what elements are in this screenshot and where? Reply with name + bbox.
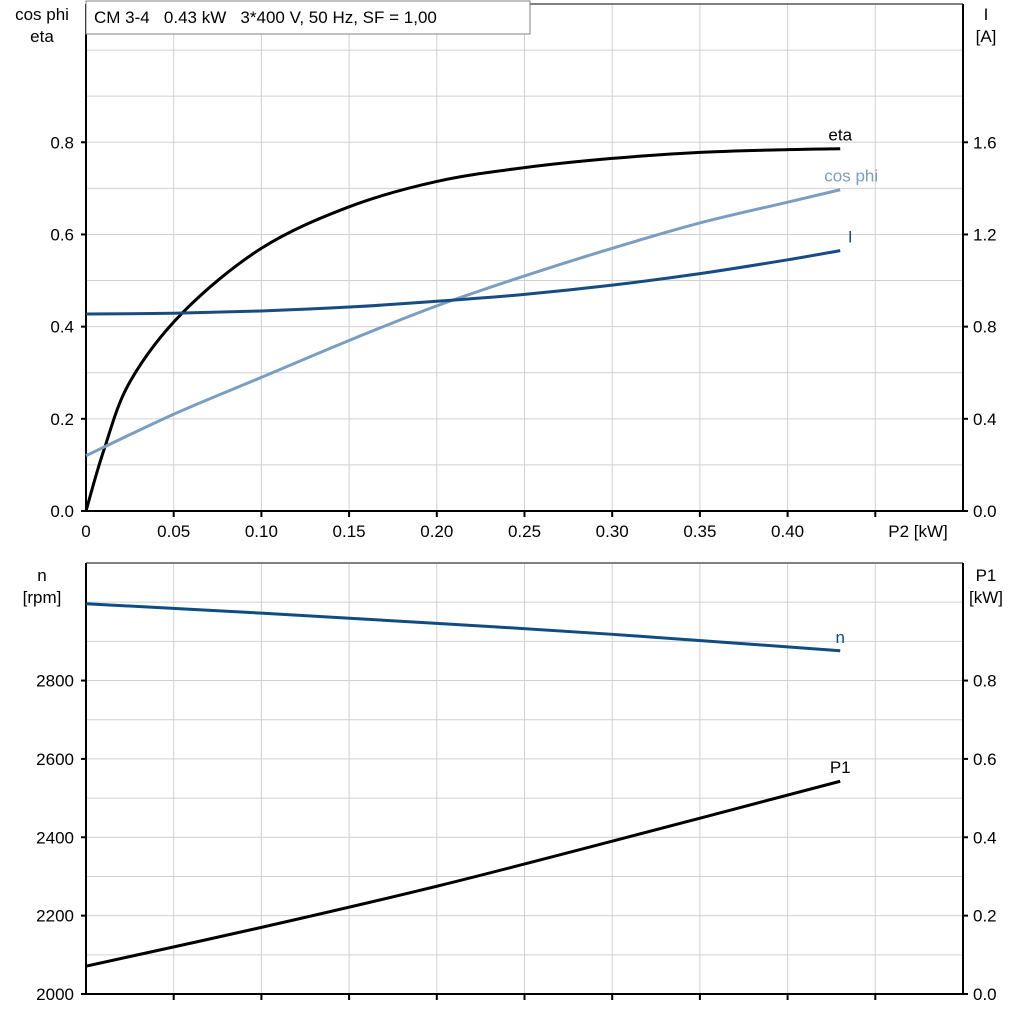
- y-tick-label-left: 0.8: [50, 133, 74, 152]
- x-tick-label: 0: [81, 522, 90, 541]
- x-tick-label: 0.25: [508, 522, 541, 541]
- x-axis-title: P2 [kW]: [888, 522, 948, 541]
- y-tick-label-left: 0.2: [50, 410, 74, 429]
- y-tick-label-right: 0.4: [973, 410, 997, 429]
- y-tick-label-left: 2400: [36, 828, 74, 847]
- y-tick-label-left: 2200: [36, 907, 74, 926]
- series-label-cos-phi: cos phi: [824, 167, 878, 186]
- chart-title: CM 3-4 0.43 kW 3*400 V, 50 Hz, SF = 1,00: [94, 8, 437, 27]
- series-label-n: n: [835, 628, 844, 647]
- series-line-p1: [85, 779, 841, 968]
- x-tick-label: 0.20: [420, 522, 453, 541]
- y-axis-title-right: [kW]: [969, 588, 1003, 607]
- x-tick-label: 0.30: [596, 522, 629, 541]
- y-axis-title-right: [A]: [976, 27, 997, 46]
- series-line-eta: [84, 147, 841, 512]
- y-tick-label-right: 0.8: [973, 672, 997, 691]
- y-tick-label-left: 0.4: [50, 318, 74, 337]
- x-tick-label: 0.10: [245, 522, 278, 541]
- series-label-i: I: [848, 228, 853, 247]
- y-tick-label-right: 1.6: [973, 133, 997, 152]
- x-tick-label: 0.05: [157, 522, 190, 541]
- x-tick-label: 0.35: [683, 522, 716, 541]
- y-axis-title-left: cos phi: [15, 5, 69, 24]
- y-axis-title-left: eta: [30, 27, 54, 46]
- y-tick-label-left: 2800: [36, 672, 74, 691]
- y-axis-title-right: P1: [976, 566, 997, 585]
- series-label-eta: eta: [828, 126, 852, 145]
- y-tick-label-left: 0.6: [50, 225, 74, 244]
- y-axis-title-left: n: [37, 566, 46, 585]
- y-tick-label-left: 2600: [36, 750, 74, 769]
- y-axis-title-right: I: [984, 5, 989, 24]
- x-tick-label: 0.15: [333, 522, 366, 541]
- series-line-cos-phi: [85, 188, 841, 458]
- series-line-i: [85, 249, 841, 316]
- title-box: [85, 0, 531, 35]
- y-tick-label-right: 0.0: [973, 985, 997, 1004]
- y-tick-label-right: 0.4: [973, 828, 997, 847]
- x-tick-label: 0.40: [771, 522, 804, 541]
- y-tick-label-right: 0.2: [973, 907, 997, 926]
- series-line-n: [85, 602, 841, 653]
- y-tick-label-left: 0.0: [50, 502, 74, 521]
- y-tick-label-left: 2000: [36, 985, 74, 1004]
- y-tick-label-right: 0.6: [973, 750, 997, 769]
- y-tick-label-right: 0.0: [973, 502, 997, 521]
- y-tick-label-right: 1.2: [973, 225, 997, 244]
- y-axis-title-left: [rpm]: [23, 588, 62, 607]
- y-tick-label-right: 0.8: [973, 318, 997, 337]
- series-label-p1: P1: [830, 758, 851, 777]
